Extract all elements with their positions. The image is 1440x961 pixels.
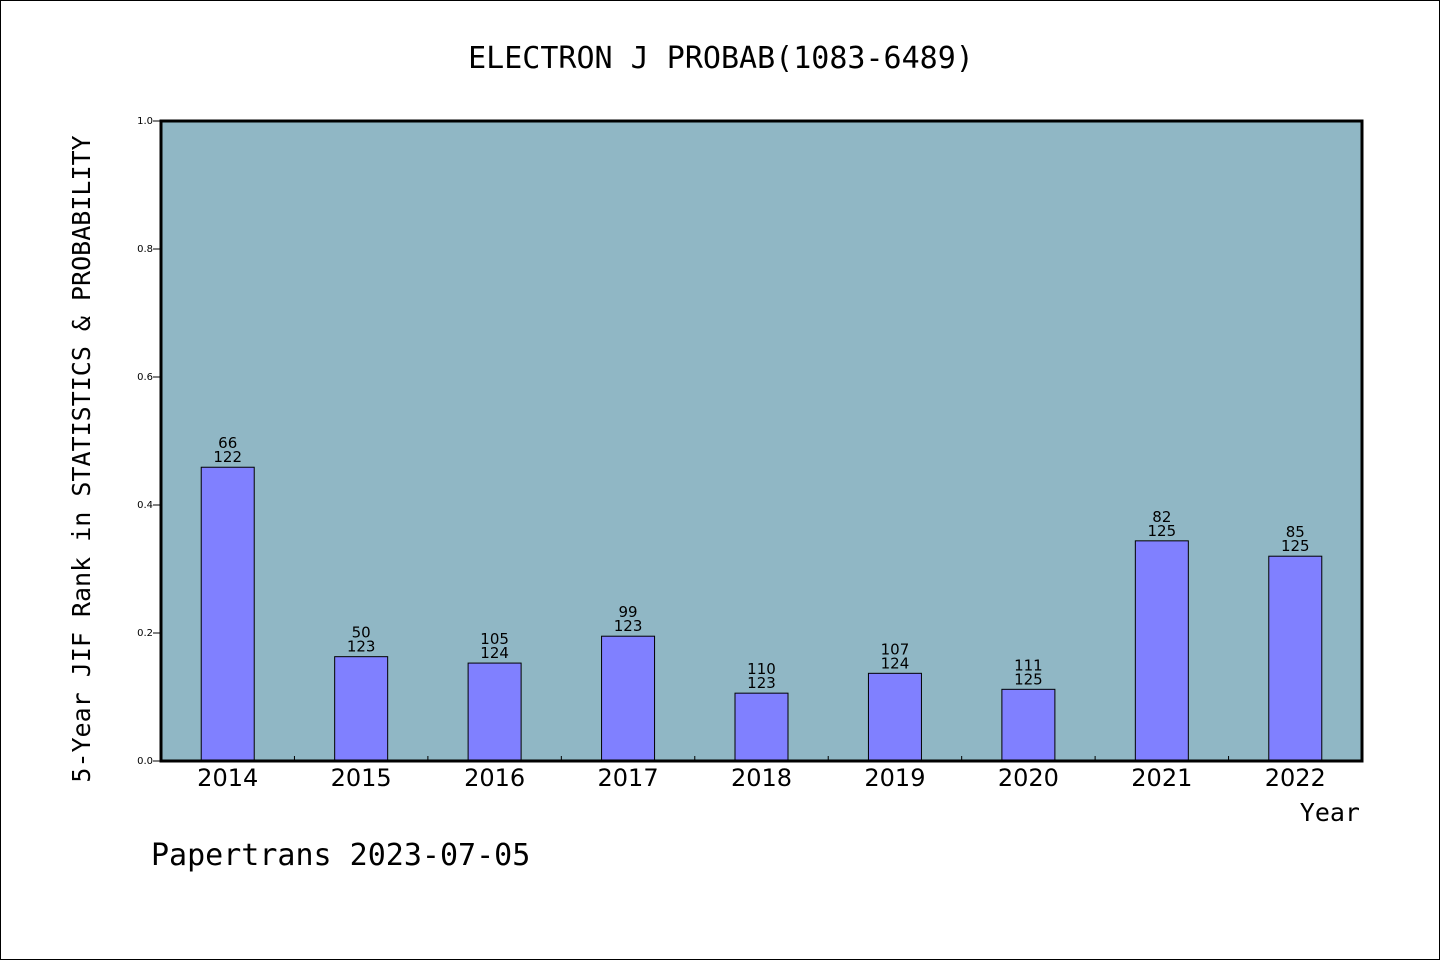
- bar-2022: [1268, 555, 1323, 762]
- y-tick-label: 0.4: [137, 500, 153, 511]
- plot-border: [159, 119, 1364, 763]
- bar-2019: [867, 672, 922, 762]
- bar-2018: [734, 692, 789, 762]
- bars: [200, 466, 1323, 762]
- x-axis-ticks: 2014 2015 2016 2017 2018 2019 2020 2021 2022: [197, 756, 1326, 792]
- x-tick-label: 2021: [1131, 764, 1192, 792]
- bar-label-denominator: 123: [347, 638, 376, 656]
- bar-label-denominator: 123: [614, 617, 643, 635]
- y-tick-label: 0.2: [137, 628, 153, 639]
- x-tick-label: 2017: [598, 764, 659, 792]
- x-tick-label: 2019: [864, 764, 925, 792]
- footer-date-text: Papertrans 2023-07-05: [151, 838, 530, 873]
- bar-label-rank: 107: [881, 640, 910, 658]
- bar-label-rank: 105: [480, 630, 509, 648]
- bar-2020: [1001, 688, 1056, 762]
- x-tick-label: 2022: [1265, 764, 1326, 792]
- bar-2021: [1134, 540, 1189, 762]
- bar-label-denominator: 124: [881, 654, 910, 672]
- x-tick-label: 2014: [197, 764, 258, 792]
- y-tick-label: 0.8: [137, 244, 153, 255]
- bar-label-rank: 82: [1152, 508, 1171, 526]
- bar-label-rank: 111: [1014, 656, 1043, 674]
- bar-label-rank: 99: [619, 603, 638, 621]
- x-tick-label: 2016: [464, 764, 525, 792]
- bar-label-rank: 110: [747, 660, 776, 678]
- bar-label-rank: 66: [218, 434, 237, 452]
- x-tick-label: 2018: [731, 764, 792, 792]
- x-axis-title: Year: [1300, 798, 1360, 827]
- bar-label-rank: 85: [1286, 523, 1305, 541]
- chart-title: ELECTRON J PROBAB(1083-6489): [468, 41, 974, 76]
- y-axis-ticks: 0.0 0.2 0.4 0.6 0.8 1.0: [137, 116, 161, 767]
- bar-label-rank: 50: [352, 624, 371, 642]
- x-tick-label: 2020: [998, 764, 1059, 792]
- bar-2015: [334, 656, 389, 762]
- bar-label-denominator: 123: [747, 674, 776, 692]
- y-tick-label: 0.0: [137, 756, 153, 767]
- bar-label-denominator: 125: [1014, 670, 1043, 688]
- bar-label-denominator: 125: [1281, 537, 1310, 555]
- bar-label-denominator: 125: [1148, 522, 1177, 540]
- bar-2014: [200, 466, 255, 762]
- y-tick-label: 0.6: [137, 372, 153, 383]
- x-tick-label: 2015: [331, 764, 392, 792]
- y-tick-label: 1.0: [137, 116, 153, 127]
- y-axis-title: 5-Year JIF Rank in STATISTICS & PROBABIL…: [67, 135, 96, 782]
- bar-label-denominator: 122: [213, 448, 242, 466]
- bar-2016: [467, 662, 522, 762]
- bar-2017: [601, 635, 656, 762]
- bar-label-denominator: 124: [480, 644, 509, 662]
